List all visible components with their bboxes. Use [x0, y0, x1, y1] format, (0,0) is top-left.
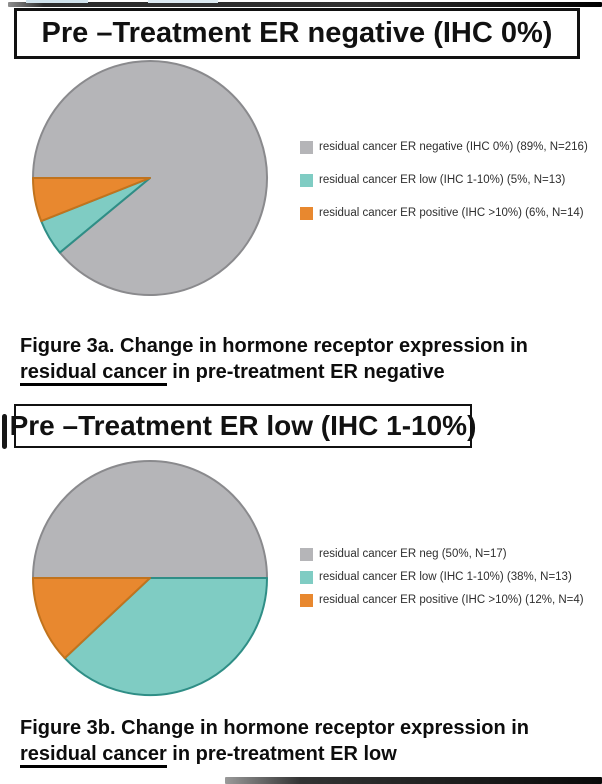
pie-chart	[32, 60, 268, 296]
pie-slice	[63, 577, 268, 696]
legend-label: residual cancer ER positive (IHC >10%) (…	[319, 207, 584, 219]
legend: residual cancer ER neg (50%, N=17) resid…	[300, 547, 584, 616]
legend-swatch	[300, 570, 313, 584]
legend-swatch	[300, 140, 313, 154]
top-edge-bar	[8, 2, 602, 7]
pie-chart	[32, 460, 268, 696]
top-edge-artifact	[26, 0, 88, 3]
legend-item: residual cancer ER low (IHC 1-10%) (38%,…	[300, 570, 584, 584]
legend-label: residual cancer ER neg (50%, N=17)	[319, 548, 507, 560]
figure-caption: Figure 3b. Change in hormone receptor ex…	[20, 715, 529, 768]
legend-item: residual cancer ER negative (IHC 0%) (89…	[300, 140, 588, 154]
panel-title: Pre –Treatment ER low (IHC 1-10%)	[9, 410, 477, 441]
legend-item: residual cancer ER low (IHC 1-10%) (5%, …	[300, 173, 588, 187]
caption-underlined-text: residual cancer	[20, 361, 167, 386]
top-edge-artifact	[148, 0, 218, 3]
legend-label: residual cancer ER low (IHC 1-10%) (5%, …	[319, 174, 566, 186]
legend-swatch	[300, 206, 313, 220]
legend-item: residual cancer ER neg (50%, N=17)	[300, 547, 584, 561]
caption-underlined-text: residual cancer	[20, 743, 167, 768]
legend: residual cancer ER negative (IHC 0%) (89…	[300, 140, 588, 239]
pie-slice	[32, 577, 151, 660]
panel-title-box: Pre –Treatment ER negative (IHC 0%)	[14, 8, 580, 59]
panel-title-box: Pre –Treatment ER low (IHC 1-10%)	[10, 404, 476, 448]
legend-item: residual cancer ER positive (IHC >10%) (…	[300, 593, 584, 607]
legend-label: residual cancer ER low (IHC 1-10%) (38%,…	[319, 571, 572, 583]
caption-line2-rest: in pre-treatment ER negative	[166, 361, 445, 383]
caption-line1: Figure 3b. Change in hormone receptor ex…	[20, 717, 529, 739]
legend-swatch	[300, 547, 313, 561]
left-edge-mark	[2, 414, 7, 449]
caption-line2-rest: in pre-treatment ER low	[166, 743, 397, 765]
legend-item: residual cancer ER positive (IHC >10%) (…	[300, 206, 588, 220]
legend-label: residual cancer ER positive (IHC >10%) (…	[319, 594, 584, 606]
caption-line1: Figure 3a. Change in hormone receptor ex…	[20, 335, 528, 357]
bottom-edge-bar	[225, 777, 602, 784]
pie-slice	[32, 177, 151, 223]
pie-slice	[32, 460, 268, 579]
legend-swatch	[300, 173, 313, 187]
panel-title: Pre –Treatment ER negative (IHC 0%)	[41, 17, 553, 49]
legend-label: residual cancer ER negative (IHC 0%) (89…	[319, 141, 588, 153]
figure-caption: Figure 3a. Change in hormone receptor ex…	[20, 333, 528, 386]
legend-swatch	[300, 593, 313, 607]
